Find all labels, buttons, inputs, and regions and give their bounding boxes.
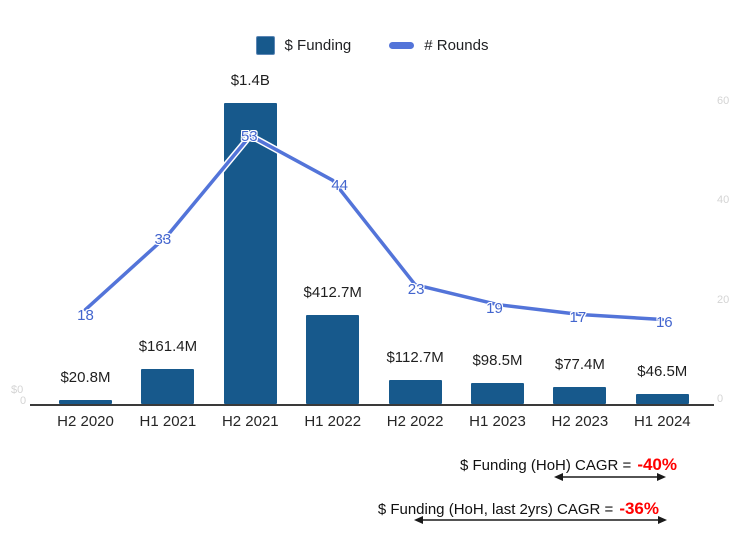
right-axis-tick: 20 xyxy=(717,293,730,306)
legend-item-funding: $ Funding xyxy=(255,36,352,55)
x-axis-category-label: H2 2022 xyxy=(386,413,444,430)
funding-value-label: $77.4M xyxy=(554,356,605,373)
funding-value-label: $1.4B xyxy=(230,72,270,89)
funding-value-label: $161.4M xyxy=(138,338,198,355)
right-axis-tick: 60 xyxy=(717,94,730,107)
left-axis-tick: $0 xyxy=(11,384,24,396)
rounds-value-label: 44 xyxy=(331,177,349,195)
funding-bar xyxy=(471,383,524,404)
cagr1-range-arrow-icon xyxy=(554,473,666,481)
right-axis-tick: 40 xyxy=(717,194,730,207)
x-axis-category-label: H2 2023 xyxy=(551,413,609,430)
rounds-value-label: 18 xyxy=(77,306,94,324)
x-axis-category-label: H2 2020 xyxy=(57,413,114,430)
funding-bar xyxy=(388,380,442,404)
left-axis-tick: 0 xyxy=(20,395,27,407)
cagr2-label: $ Funding (HoH, last 2yrs) CAGR = xyxy=(377,501,614,518)
x-axis-category-label: H1 2022 xyxy=(304,413,362,430)
funding-value-label: $412.7M xyxy=(303,284,362,301)
rounds-value-label: 16 xyxy=(655,314,673,332)
rounds-value-label: 19 xyxy=(486,299,503,317)
funding-bar xyxy=(635,394,689,404)
rounds-value-label: 33 xyxy=(154,230,172,248)
x-axis-category-label: H2 2021 xyxy=(221,413,279,430)
rounds-value-label: 23 xyxy=(407,280,425,298)
x-axis-category-label: H1 2021 xyxy=(139,413,197,430)
rounds-line-stroke xyxy=(83,133,665,322)
cagr2-value: -36% xyxy=(619,499,659,518)
funding-swatch-icon xyxy=(255,36,275,55)
funding-bar xyxy=(306,315,360,404)
funding-value-label: $46.5M xyxy=(637,363,688,380)
legend-rounds-label: # Rounds xyxy=(424,37,489,54)
funding-value-label: $98.5M xyxy=(472,352,523,369)
legend-funding-label: $ Funding xyxy=(284,37,352,54)
funding-value-label: $20.8M xyxy=(60,369,111,386)
funding-bar xyxy=(59,400,112,404)
cagr1-value: -40% xyxy=(637,455,677,474)
x-axis-category-label: H1 2024 xyxy=(633,413,691,430)
cagr-annotation-2: $ Funding (HoH, last 2yrs) CAGR = -36% xyxy=(378,499,659,519)
x-axis-category-label: H1 2023 xyxy=(469,413,526,430)
x-axis-line xyxy=(30,404,714,406)
rounds-value-label: 17 xyxy=(569,308,587,326)
funding-bar xyxy=(141,369,195,404)
cagr1-label: $ Funding (HoH) CAGR = xyxy=(459,457,632,474)
right-axis-tick: 0 xyxy=(717,393,724,405)
funding-bar xyxy=(553,387,607,404)
rounds-value-label: 53 xyxy=(240,127,258,145)
legend-item-rounds: # Rounds xyxy=(389,36,488,55)
cagr2-range-arrow-icon xyxy=(414,516,667,524)
chart-legend: $ Funding # Rounds xyxy=(0,36,744,55)
funding-value-label: $112.7M xyxy=(386,349,444,366)
rounds-dash-icon xyxy=(389,42,415,49)
cagr-annotation-1: $ Funding (HoH) CAGR = -40% xyxy=(460,455,677,475)
